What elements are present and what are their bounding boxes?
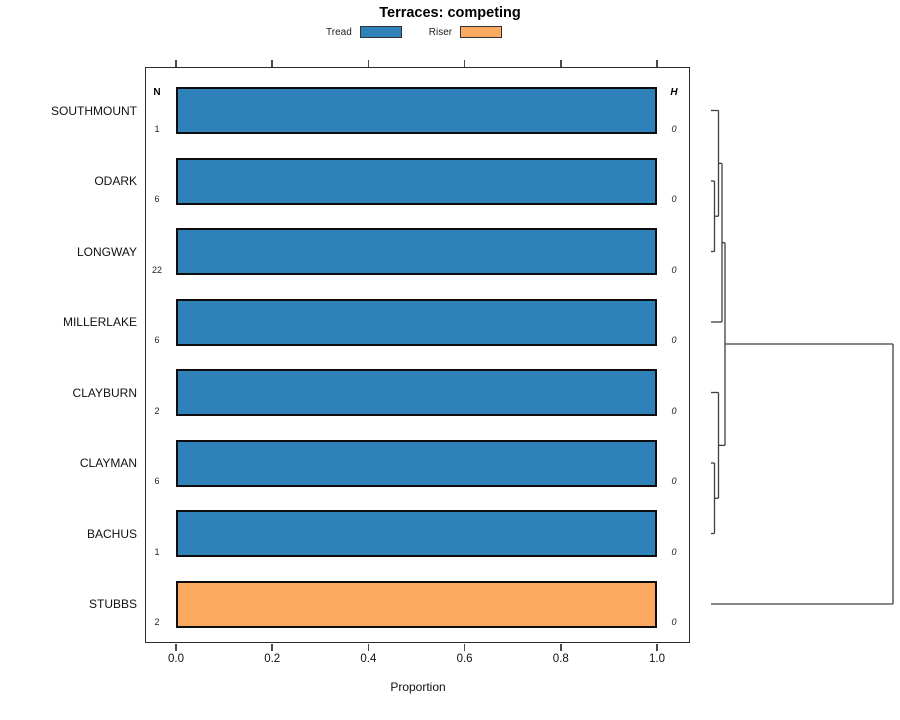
x-tick-bottom-0.4 bbox=[367, 644, 370, 651]
x-tick-top-0.6 bbox=[463, 60, 466, 67]
row-label-southmount: SOUTHMOUNT bbox=[51, 103, 137, 118]
x-tick-label-0.6: 0.6 bbox=[456, 653, 473, 665]
x-tick-bottom-1.0 bbox=[656, 644, 658, 651]
n-value-stubbs: 2 bbox=[154, 617, 160, 627]
n-value-millerlake: 6 bbox=[154, 335, 160, 345]
chart-title: Terraces: competing bbox=[379, 5, 521, 21]
bar-bachus bbox=[176, 510, 657, 557]
row-label-odark: ODARK bbox=[94, 174, 137, 188]
bar-southmount bbox=[176, 87, 657, 134]
x-tick-bottom-0.2 bbox=[271, 644, 273, 651]
legend-label-tread: Tread bbox=[326, 26, 352, 38]
row-label-bachus: BACHUS bbox=[86, 526, 137, 541]
row-label-clayman: CLAYMAN bbox=[79, 456, 137, 470]
bar-millerlake bbox=[176, 298, 657, 346]
n-value-clayman: 6 bbox=[154, 476, 160, 486]
n-value-odark: 6 bbox=[154, 194, 160, 204]
plot-area-border bbox=[145, 67, 690, 643]
x-axis-title: Proportion bbox=[390, 680, 446, 694]
h-value-millerlake: 0 bbox=[671, 335, 677, 345]
h-value-odark: 0 bbox=[671, 194, 677, 204]
x-tick-top-0.2 bbox=[271, 60, 273, 67]
row-label-longway: LONGWAY bbox=[76, 244, 137, 259]
bar-stubbs bbox=[176, 580, 657, 628]
row-label-millerlake: MILLERLAKE bbox=[62, 315, 137, 329]
n-value-southmount: 1 bbox=[154, 123, 160, 134]
n-value-longway: 22 bbox=[151, 264, 162, 275]
h-value-longway: 0 bbox=[671, 264, 677, 275]
bar-clayman bbox=[176, 439, 657, 487]
row-label-clayburn: CLAYBURN bbox=[72, 385, 137, 400]
x-tick-label-0.8: 0.8 bbox=[552, 653, 569, 665]
h-value-clayman: 0 bbox=[671, 476, 677, 486]
row-label-stubbs: STUBBS bbox=[88, 597, 137, 611]
x-tick-top-1.0 bbox=[656, 60, 658, 67]
bar-longway bbox=[176, 228, 657, 275]
x-tick-label-1.0: 1.0 bbox=[649, 653, 665, 665]
bar-odark bbox=[176, 157, 657, 205]
n-value-clayburn: 2 bbox=[154, 405, 160, 416]
x-tick-top-0.4 bbox=[367, 60, 370, 67]
x-tick-bottom-0.8 bbox=[560, 644, 562, 651]
legend-swatch-riser bbox=[460, 26, 503, 38]
bar-clayburn bbox=[176, 369, 657, 416]
h-value-clayburn: 0 bbox=[671, 405, 677, 416]
x-tick-label-0.2: 0.2 bbox=[264, 653, 281, 665]
legend-label-riser: Riser bbox=[428, 26, 453, 38]
x-tick-top-0.8 bbox=[560, 60, 562, 67]
legend: Tread Riser bbox=[326, 24, 503, 40]
x-tick-label-0.0: 0.0 bbox=[168, 653, 184, 665]
x-tick-bottom-0.6 bbox=[463, 644, 466, 651]
n-value-bachus: 1 bbox=[154, 546, 160, 557]
h-value-southmount: 0 bbox=[671, 123, 677, 134]
x-tick-top-0.0 bbox=[175, 60, 177, 67]
n-column-header: N bbox=[153, 87, 161, 98]
h-value-stubbs: 0 bbox=[671, 617, 677, 627]
x-tick-label-0.4: 0.4 bbox=[360, 653, 377, 665]
h-column-header: H bbox=[670, 87, 678, 98]
legend-swatch-tread bbox=[359, 26, 402, 38]
x-tick-bottom-0.0 bbox=[175, 644, 177, 651]
h-value-bachus: 0 bbox=[671, 546, 677, 557]
